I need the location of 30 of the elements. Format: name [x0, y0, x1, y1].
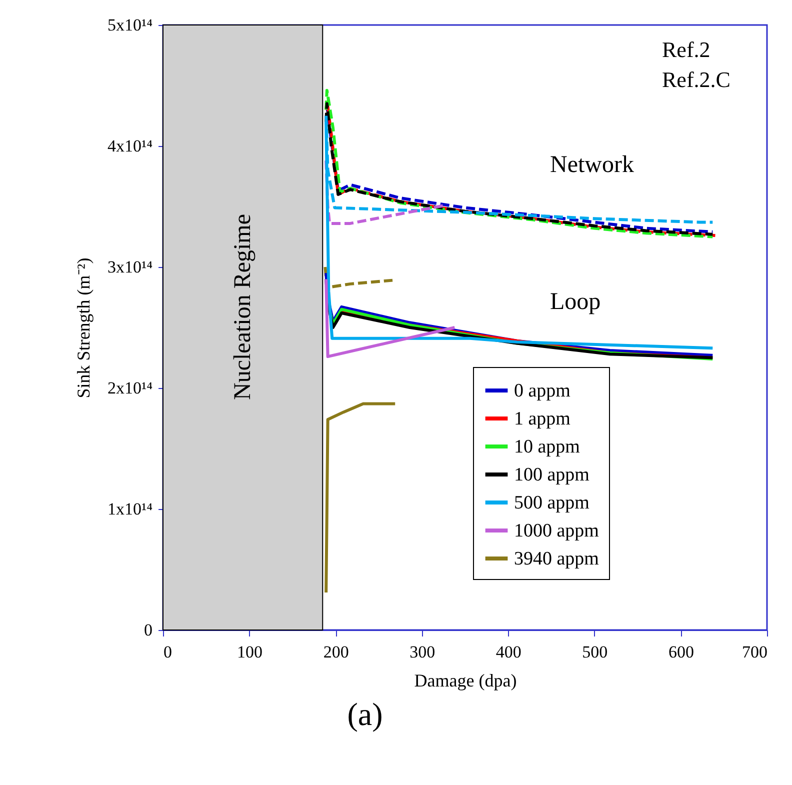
text: (a): [347, 696, 383, 732]
x-tick-label: 600: [668, 642, 694, 662]
x-tick-label: 400: [496, 642, 522, 662]
x-tick-label: 300: [410, 642, 436, 662]
y-tick-label: 4x10¹⁴: [107, 136, 153, 156]
y-tick-label: 0: [144, 620, 152, 640]
y-tick-label: 2x10¹⁴: [107, 378, 153, 398]
x-tick-label: 500: [582, 642, 608, 662]
annotation: Ref.2.C: [662, 67, 730, 92]
legend-label: 100 appm: [514, 464, 590, 486]
x-axis-title: Damage (dpa): [414, 670, 517, 690]
x-tick-label: 700: [742, 642, 768, 662]
annotation: Network: [550, 152, 634, 178]
y-axis-title: Sink Strength (m⁻²): [73, 258, 94, 398]
x-tick-label: 0: [164, 642, 172, 662]
legend-label: 10 appm: [514, 436, 580, 458]
annotation: Loop: [550, 289, 601, 315]
x-tick-label: 100: [237, 642, 263, 662]
y-tick-label: 5x10¹⁴: [107, 16, 153, 34]
y-tick-label: 3x10¹⁴: [107, 258, 153, 276]
x-tick-label: 200: [323, 642, 349, 662]
legend-label: 500 appm: [514, 492, 590, 514]
line-series: [324, 402, 397, 594]
annotation: Ref.2: [662, 37, 710, 62]
legend-label: 3940 appm: [514, 548, 600, 570]
legend-label: 1 appm: [514, 408, 571, 430]
band-label: Nucleation Regime: [230, 214, 256, 400]
y-tick-label: 1x10¹⁴: [107, 500, 153, 518]
legend-label: 0 appm: [514, 380, 571, 402]
legend-label: 1000 appm: [514, 520, 600, 542]
